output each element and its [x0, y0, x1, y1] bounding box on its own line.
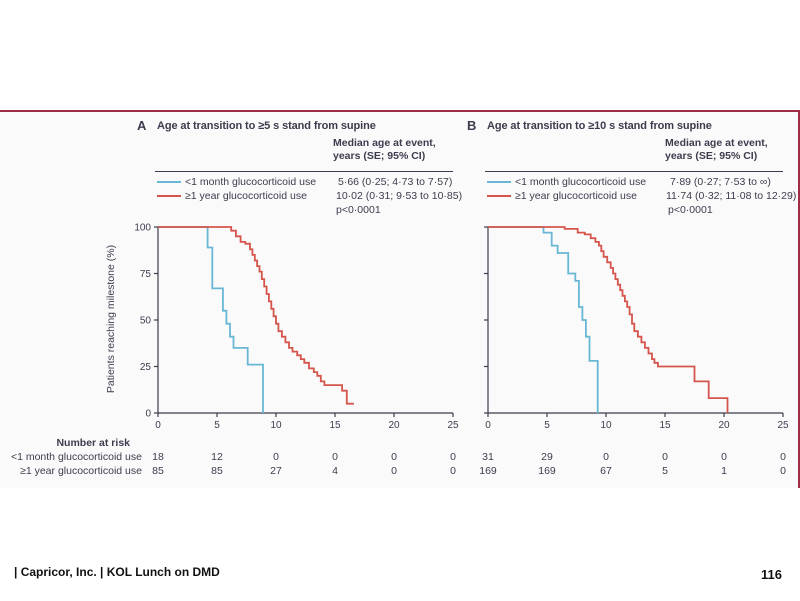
panel-b-title: Age at transition to ≥10 s stand from su…	[487, 120, 712, 132]
median-value: 10·02 (0·31; 9·53 to 10·85)	[336, 190, 463, 202]
at-risk-value: 0	[662, 451, 668, 463]
x-tick-label: 15	[329, 420, 341, 431]
x-tick-label: 10	[600, 420, 612, 431]
kaplan-meier-plot-a: 0 5 10 15 20 25 0 25 50 75 100	[134, 223, 459, 432]
at-risk-value: 0	[391, 465, 397, 477]
at-risk-row-label-red: ≥1 year glucocorticoid use	[20, 465, 142, 477]
median-value: 11·74 (0·32; 11·08 to 12·29)	[666, 190, 797, 202]
at-risk-value: 12	[211, 451, 223, 463]
at-risk-value: 169	[479, 465, 497, 477]
at-risk-value: 0	[391, 451, 397, 463]
y-tick-label: 100	[134, 223, 151, 234]
at-risk-values-panel-a: 18 12 0 0 0 0 85 85 27 4 0 0	[120, 451, 465, 481]
y-tick-label: 0	[145, 409, 151, 420]
median-value: 7·89 (0·27; 7·53 to ∞)	[670, 176, 771, 188]
at-risk-value: 0	[780, 451, 786, 463]
x-tick-label: 25	[777, 420, 789, 431]
axes	[157, 227, 453, 414]
at-risk-value: 169	[538, 465, 556, 477]
figure-frame: A Age at transition to ≥5 s stand from s…	[0, 110, 800, 488]
legend-swatch-blue-line	[487, 181, 511, 183]
at-risk-value: 29	[541, 451, 553, 463]
x-tick-label: 20	[718, 420, 730, 431]
legend-swatch-blue-line	[157, 181, 181, 183]
median-header-line1: Median age at event,	[333, 137, 436, 149]
at-risk-value: 18	[152, 451, 164, 463]
legend-label: <1 month glucocorticoid use	[515, 176, 647, 188]
survival-curve-red	[488, 226, 729, 413]
survival-curve-blue	[158, 226, 264, 413]
legend-swatch-red-line	[487, 195, 511, 197]
legend-divider	[485, 171, 783, 172]
x-tick-label: 0	[155, 420, 161, 431]
x-tick-label: 20	[388, 420, 400, 431]
x-tick-label: 15	[659, 420, 671, 431]
legend-row-red: ≥1 year glucocorticoid use 10·02 (0·31; …	[157, 190, 462, 202]
at-risk-row-label-blue: <1 month glucocorticoid use	[10, 451, 142, 463]
kaplan-meier-plot-b: 0 5 10 15 20 25	[484, 226, 789, 431]
legend-label: ≥1 year glucocorticoid use	[515, 190, 637, 202]
median-header-line2: years (SE; 95% CI)	[665, 149, 758, 162]
at-risk-value: 0	[332, 451, 338, 463]
panel-a-title: Age at transition to ≥5 s stand from sup…	[157, 120, 376, 132]
survival-curve-blue	[488, 226, 599, 413]
at-risk-value: 67	[600, 465, 612, 477]
at-risk-value: 85	[211, 465, 223, 477]
legend-row-blue: <1 month glucocorticoid use 7·89 (0·27; …	[487, 176, 792, 188]
at-risk-value: 0	[721, 451, 727, 463]
x-tick-label: 25	[447, 420, 459, 431]
at-risk-value: 0	[273, 451, 279, 463]
page-number: 116	[761, 567, 782, 582]
x-tick-label: 5	[214, 420, 220, 431]
at-risk-value: 0	[450, 451, 456, 463]
at-risk-value: 27	[270, 465, 282, 477]
at-risk-value: 31	[482, 451, 494, 463]
at-risk-value: 0	[450, 465, 456, 477]
at-risk-value: 1	[721, 465, 727, 477]
legend-swatch-red-line	[157, 195, 181, 197]
p-value: p<0·0001	[668, 204, 713, 216]
panel-b-median-header: Median age at event, years (SE; 95% CI)	[665, 137, 768, 162]
legend-label: <1 month glucocorticoid use	[185, 176, 317, 188]
x-tick-label: 0	[485, 420, 491, 431]
number-at-risk-heading: Number at risk	[56, 437, 130, 449]
p-value: p<0·0001	[336, 204, 381, 216]
median-value: 5·66 (0·25; 4·73 to 7·57)	[338, 176, 453, 188]
x-tick-label: 10	[270, 420, 282, 431]
survival-curve-red	[158, 226, 354, 405]
at-risk-value: 5	[662, 465, 668, 477]
axes	[487, 227, 783, 414]
x-tick-label: 5	[544, 420, 550, 431]
median-header-line2: years (SE; 95% CI)	[333, 149, 426, 162]
y-tick-label: 50	[140, 316, 152, 327]
panel-a-letter: A	[137, 118, 147, 133]
legend-row-blue: <1 month glucocorticoid use 5·66 (0·25; …	[157, 176, 457, 188]
median-header-line1: Median age at event,	[665, 137, 768, 149]
at-risk-values-panel-b: 31 29 0 0 0 0 169 169 67 5 1 0	[450, 451, 795, 481]
y-axis-title: Patients reaching milestone (%)	[105, 244, 117, 394]
y-tick-label: 25	[140, 362, 152, 373]
at-risk-value: 0	[780, 465, 786, 477]
panel-b-letter: B	[467, 118, 477, 133]
footer-text: | Capricor, Inc. | KOL Lunch on DMD	[14, 565, 220, 579]
legend-label: ≥1 year glucocorticoid use	[185, 190, 307, 202]
legend-divider	[155, 171, 453, 172]
panel-a-median-header: Median age at event, years (SE; 95% CI)	[333, 137, 436, 162]
at-risk-value: 4	[332, 465, 338, 477]
legend-row-red: ≥1 year glucocorticoid use 11·74 (0·32; …	[487, 190, 796, 202]
y-tick-label: 75	[140, 269, 152, 280]
at-risk-value: 0	[603, 451, 609, 463]
at-risk-value: 85	[152, 465, 164, 477]
